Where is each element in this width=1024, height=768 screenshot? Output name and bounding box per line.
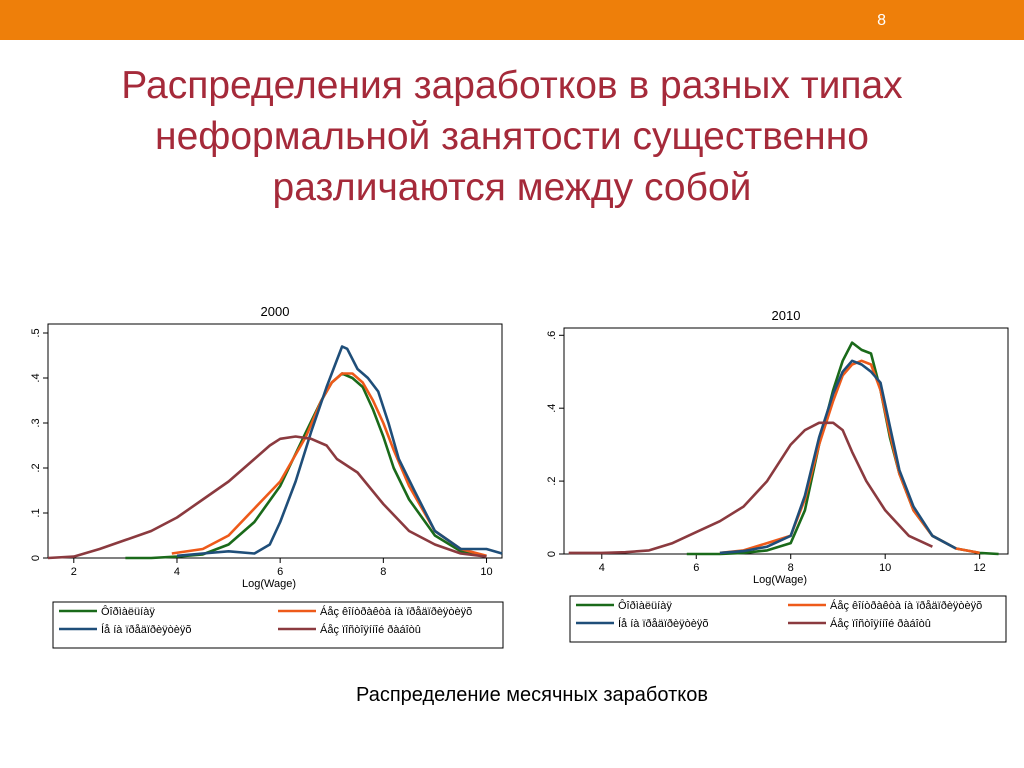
x-tick-label: 6 [693,562,699,574]
legend-label: Áåç êîíòðàêòà íà ïðåäïðèÿòèÿõ [830,599,982,612]
x-tick-label: 8 [788,562,794,574]
legend-box [569,595,1007,643]
slide-title-line: различаются между собой [272,166,752,209]
y-tick-label: .3 [30,418,42,427]
y-tick-label: .4 [30,373,42,382]
slide-title-line: неформальной занятости существенно [155,115,869,158]
y-tick-label: .6 [546,331,558,340]
y-tick-label: .2 [546,477,558,486]
x-axis-label: Log(Wage) [753,574,807,586]
y-tick-label: 0 [30,555,42,561]
series-line [719,359,957,555]
series-line [171,372,487,558]
x-tick-label: 10 [480,566,492,578]
series-line [568,421,933,555]
slide-number: 8 [877,12,886,29]
legend-label: Áåç êîíòðàêòà íà ïðåäïðèÿòèÿõ [320,605,472,618]
chart-svg: 2000 0 .1 .2 .3 .4 .5 2 4 6 8 10 Log(Wage) Ôîðìàëüíàÿ… [30,304,504,649]
legend-label: Ôîðìàëüíàÿ [618,599,672,612]
x-axis-label: Log(Wage) [242,578,296,590]
header-bar [0,0,1024,40]
legend-label: Íå íà ïðåäïðèÿòèÿõ [618,617,709,630]
legend-label: Íå íà ïðåäïðèÿòèÿõ [101,623,192,636]
x-tick-label: 6 [277,566,283,578]
x-tick-label: 4 [174,566,180,578]
chart-2010: 2010 0 .2 .4 .6 4 6 8 10 12 Log(Wage) Ôîðìàëüíàÿ Áåç… [528,290,1018,650]
chart-svg: 2010 0 .2 .4 .6 4 6 8 10 12 Log(Wage) Ôîðìàëüíàÿ Áåç… [546,308,1009,643]
slide-title-line: Распределения заработков в разных типах [121,64,903,107]
y-tick-label: .5 [30,328,42,337]
y-tick-label: .2 [30,463,42,472]
x-tick-label: 4 [599,562,605,574]
chart-title: 2000 [261,304,290,319]
chart-2000: 2000 0 .1 .2 .3 .4 .5 2 4 6 8 10 Log(Wage) Ôîðìàëüíàÿ… [8,290,508,652]
x-tick-label: 8 [380,566,386,578]
series-line [176,345,503,558]
chart-title: 2010 [772,308,801,323]
y-tick-label: 0 [546,551,558,557]
x-tick-label: 12 [974,562,986,574]
legend-label: Ôîðìàëüíàÿ [101,605,155,618]
legend-label: Áåç ïîñòîÿííîé ðàáîòû [320,623,421,636]
x-tick-label: 2 [71,566,77,578]
slide-title: Распределения заработков в разных типах … [40,60,984,213]
y-tick-label: .4 [546,404,558,413]
legend-box [52,601,504,649]
legend-label: Áåç ïîñòîÿííîé ðàáîòû [830,617,931,630]
series-line [47,435,487,560]
y-tick-label: .1 [30,508,42,517]
plot-area [563,327,1009,555]
chart-caption: Распределение месячных заработков [356,684,708,706]
x-tick-label: 10 [879,562,891,574]
